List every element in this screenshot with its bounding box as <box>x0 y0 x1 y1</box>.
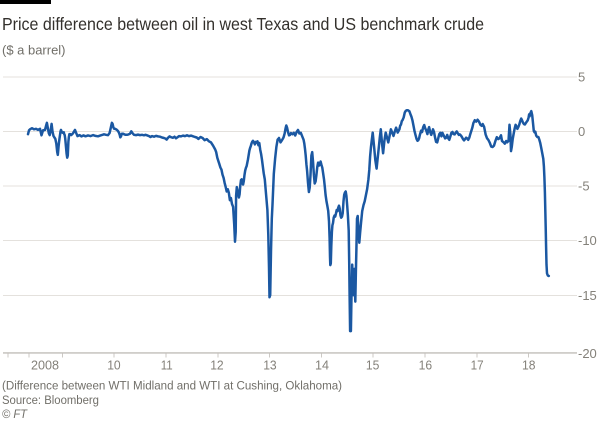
svg-text:5: 5 <box>578 69 585 84</box>
svg-text:17: 17 <box>471 358 484 373</box>
svg-text:Price difference between oil i: Price difference between oil in west Tex… <box>2 14 484 34</box>
svg-text:0: 0 <box>578 124 585 139</box>
svg-text:-15: -15 <box>578 288 597 303</box>
svg-text:($ a barrel): ($ a barrel) <box>2 42 66 57</box>
svg-text:Source: Bloomberg: Source: Bloomberg <box>2 393 99 407</box>
svg-text:(Difference between WTI Midlan: (Difference between WTI Midland and WTI … <box>2 379 342 393</box>
svg-text:18: 18 <box>522 358 536 373</box>
svg-text:14: 14 <box>315 358 329 373</box>
svg-text:11: 11 <box>161 358 173 373</box>
svg-text:12: 12 <box>210 358 224 373</box>
svg-text:10: 10 <box>107 358 121 373</box>
svg-text:13: 13 <box>263 358 277 373</box>
svg-text:-10: -10 <box>578 233 597 248</box>
svg-text:-20: -20 <box>578 346 597 361</box>
svg-text:-5: -5 <box>578 179 590 194</box>
svg-text:2008: 2008 <box>31 358 59 373</box>
svg-text:16: 16 <box>419 358 433 373</box>
svg-text:15: 15 <box>366 358 380 373</box>
svg-text:© FT: © FT <box>2 407 28 421</box>
